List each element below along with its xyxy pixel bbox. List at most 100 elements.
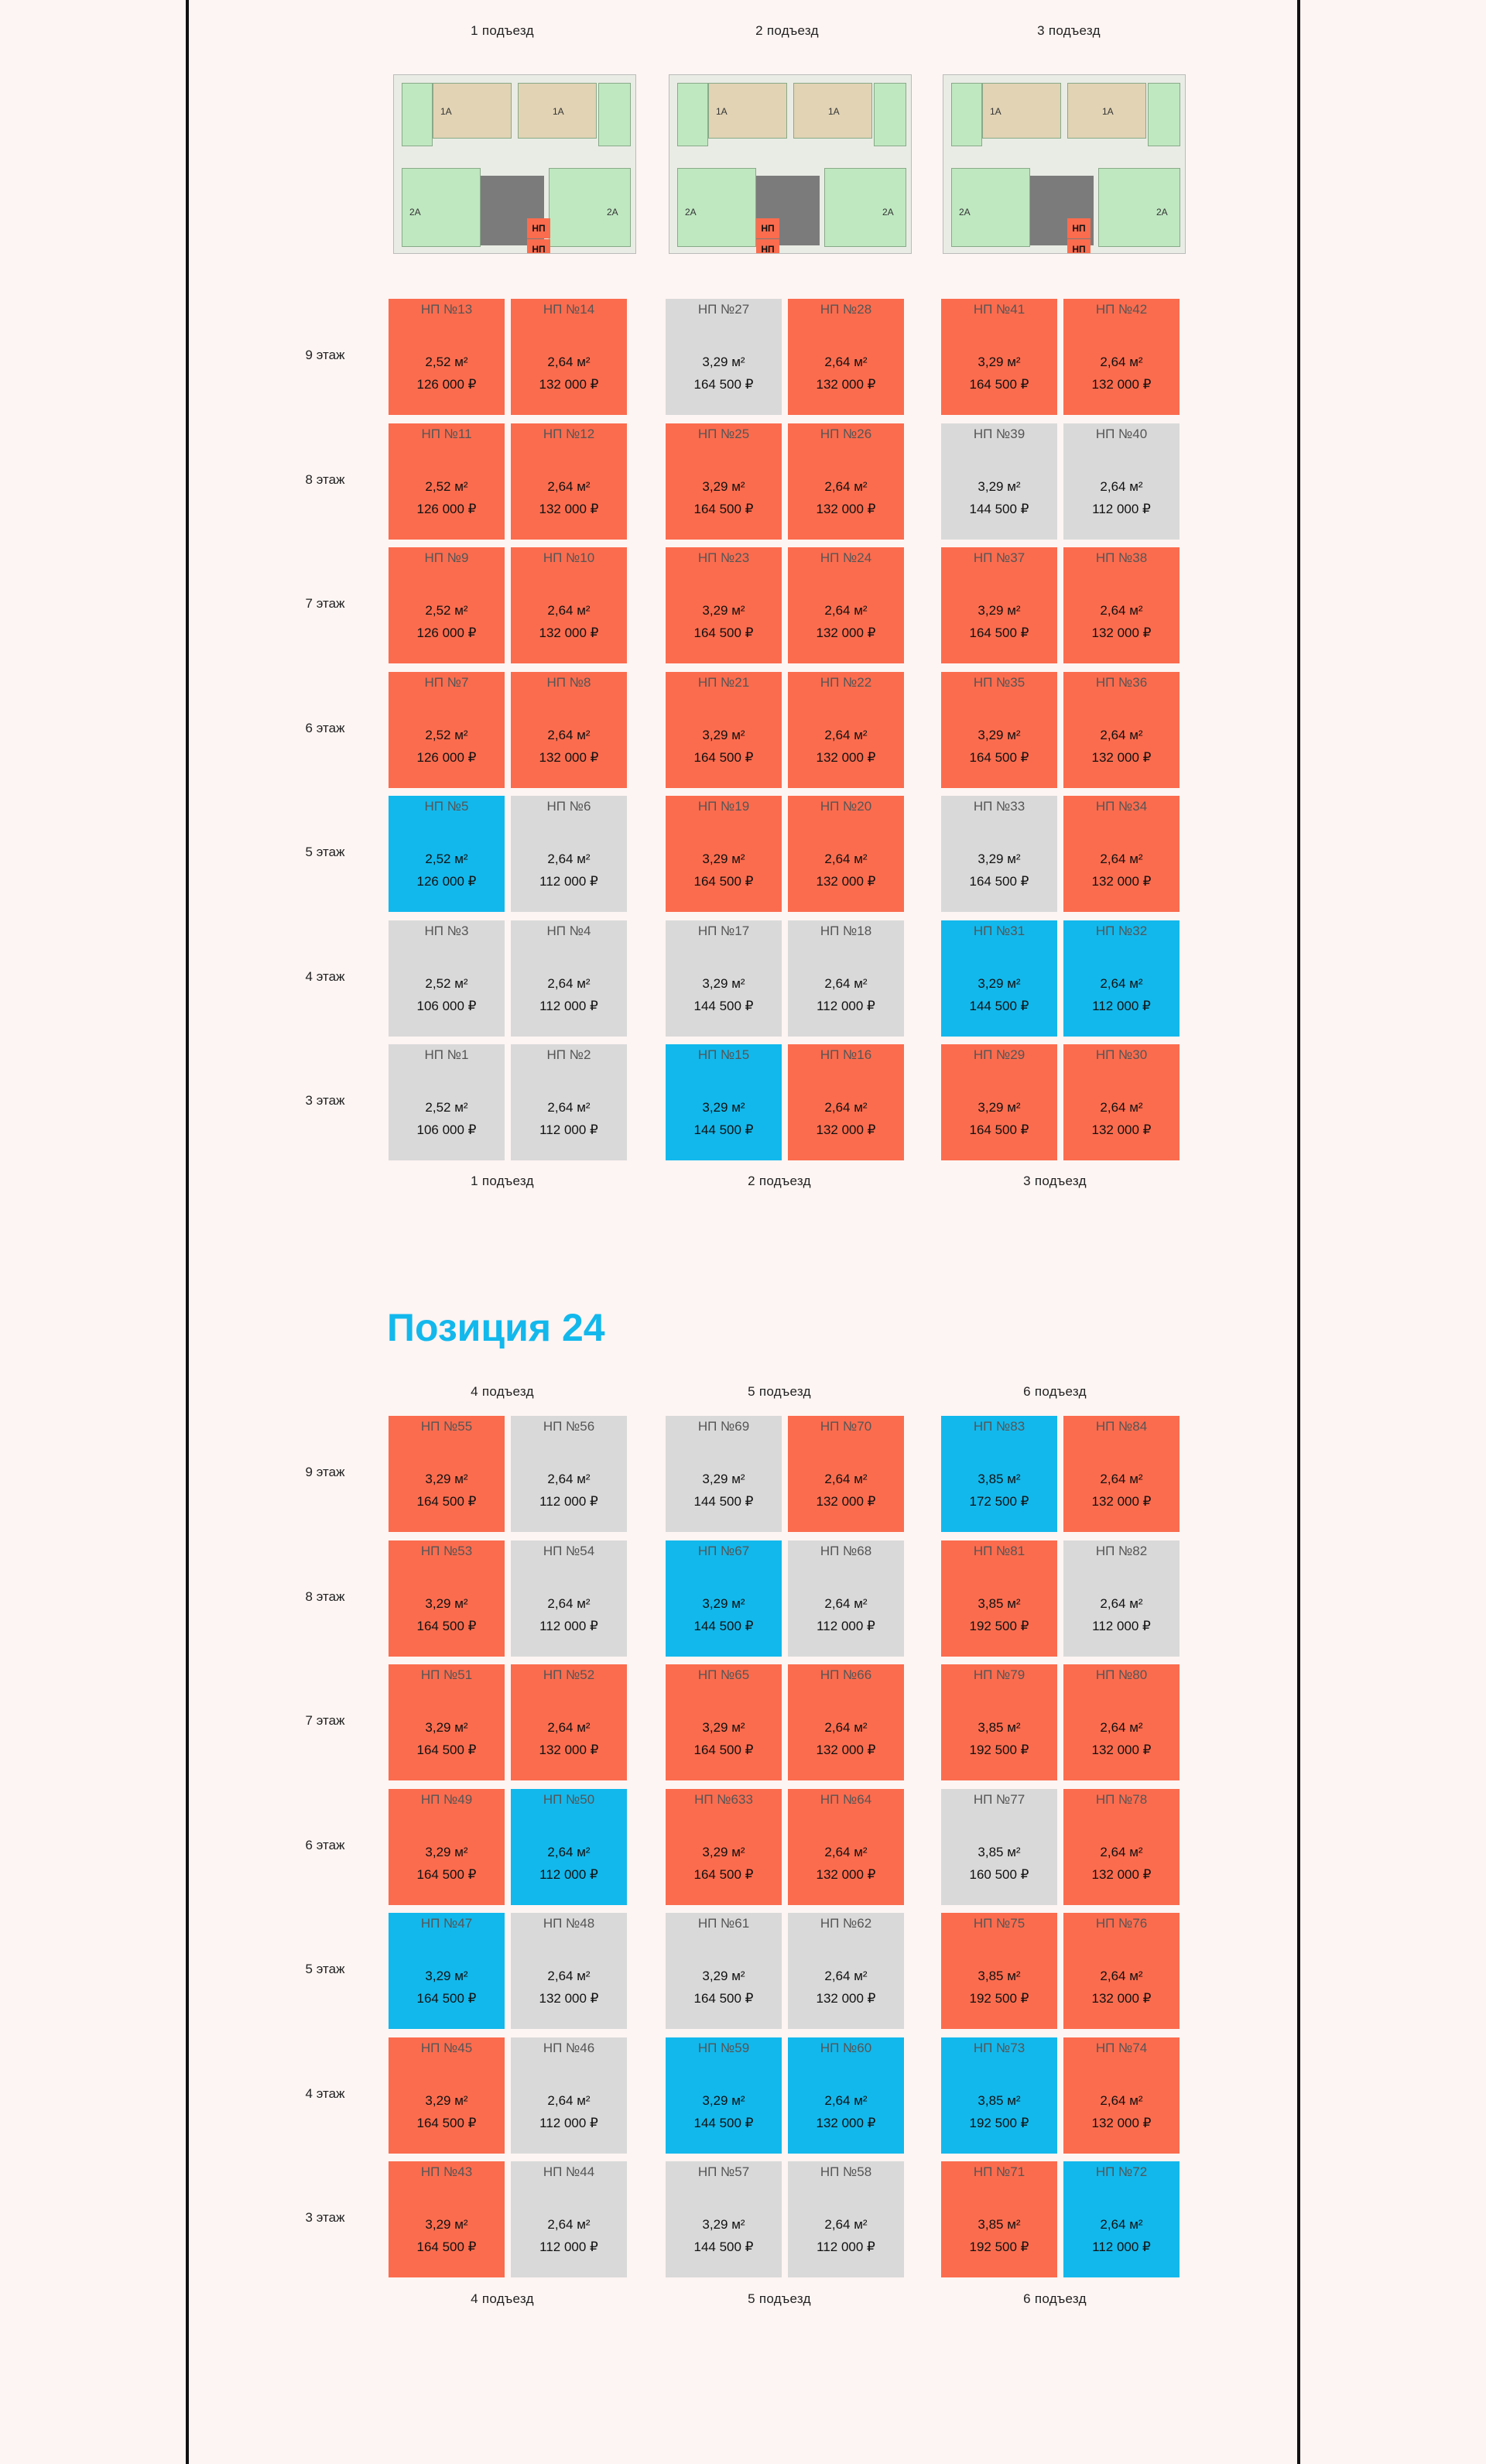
storage-unit-cell[interactable]: НП №83 3,85 м² 172 500 ₽ [941,1416,1057,1532]
unit-price: 112 000 ₽ [1092,1619,1151,1633]
floor-plan-entrance-1[interactable]: 1А 1А 2А 2А НП НП [393,74,636,254]
storage-unit-cell[interactable]: НП №1 2,52 м² 106 000 ₽ [389,1044,505,1160]
storage-unit-cell[interactable]: НП №38 2,64 м² 132 000 ₽ [1063,547,1180,663]
storage-unit-cell[interactable]: НП №4 2,64 м² 112 000 ₽ [511,920,627,1037]
storage-unit-cell[interactable]: НП №62 2,64 м² 132 000 ₽ [788,1913,904,2029]
storage-unit-cell[interactable]: НП №3 2,52 м² 106 000 ₽ [389,920,505,1037]
storage-unit-cell[interactable]: НП №66 2,64 м² 132 000 ₽ [788,1664,904,1780]
storage-unit-cell[interactable]: НП №15 3,29 м² 144 500 ₽ [666,1044,782,1160]
unit-price: 164 500 ₽ [693,502,754,516]
storage-unit-cell[interactable]: НП №70 2,64 м² 132 000 ₽ [788,1416,904,1532]
storage-unit-cell[interactable]: НП №30 2,64 м² 132 000 ₽ [1063,1044,1180,1160]
storage-unit-cell[interactable]: НП №11 2,52 м² 126 000 ₽ [389,423,505,540]
plan-np-marker[interactable]: НП [756,239,779,253]
storage-unit-cell[interactable]: НП №31 3,29 м² 144 500 ₽ [941,920,1057,1037]
storage-unit-cell[interactable]: НП №51 3,29 м² 164 500 ₽ [389,1664,505,1780]
storage-unit-cell[interactable]: НП №41 3,29 м² 164 500 ₽ [941,299,1057,415]
plan-np-marker[interactable]: НП [1067,218,1091,238]
storage-unit-cell[interactable]: НП №17 3,29 м² 144 500 ₽ [666,920,782,1037]
storage-unit-cell[interactable]: НП №24 2,64 м² 132 000 ₽ [788,547,904,663]
storage-unit-cell[interactable]: НП №36 2,64 м² 132 000 ₽ [1063,672,1180,788]
floor-plan-entrance-2[interactable]: 1А 1А 2А 2А НП НП [669,74,912,254]
plan-np-marker[interactable]: НП [527,218,550,238]
storage-unit-cell[interactable]: НП №43 3,29 м² 164 500 ₽ [389,2161,505,2277]
storage-unit-cell[interactable]: НП №67 3,29 м² 144 500 ₽ [666,1540,782,1657]
storage-unit-cell[interactable]: НП №40 2,64 м² 112 000 ₽ [1063,423,1180,540]
storage-unit-cell[interactable]: НП №633 3,29 м² 164 500 ₽ [666,1789,782,1905]
storage-unit-cell[interactable]: НП №59 3,29 м² 144 500 ₽ [666,2037,782,2154]
storage-unit-cell[interactable]: НП №6 2,64 м² 112 000 ₽ [511,796,627,912]
storage-unit-cell[interactable]: НП №52 2,64 м² 132 000 ₽ [511,1664,627,1780]
storage-unit-cell[interactable]: НП №7 2,52 м² 126 000 ₽ [389,672,505,788]
storage-unit-cell[interactable]: НП №34 2,64 м² 132 000 ₽ [1063,796,1180,912]
floor-plan-entrance-3[interactable]: 1А 1А 2А 2А НП НП [943,74,1186,254]
plan-np-marker[interactable]: НП [1067,239,1091,253]
plan-np-marker[interactable]: НП [527,239,550,253]
storage-unit-cell[interactable]: НП №32 2,64 м² 112 000 ₽ [1063,920,1180,1037]
unit-number: НП №24 [820,550,872,565]
storage-unit-cell[interactable]: НП №8 2,64 м² 132 000 ₽ [511,672,627,788]
storage-unit-cell[interactable]: НП №14 2,64 м² 132 000 ₽ [511,299,627,415]
storage-unit-cell[interactable]: НП №64 2,64 м² 132 000 ₽ [788,1789,904,1905]
storage-unit-cell[interactable]: НП №54 2,64 м² 112 000 ₽ [511,1540,627,1657]
storage-unit-cell[interactable]: НП №72 2,64 м² 112 000 ₽ [1063,2161,1180,2277]
storage-unit-cell[interactable]: НП №65 3,29 м² 164 500 ₽ [666,1664,782,1780]
storage-unit-cell[interactable]: НП №58 2,64 м² 112 000 ₽ [788,2161,904,2277]
storage-unit-cell[interactable]: НП №77 3,85 м² 160 500 ₽ [941,1789,1057,1905]
storage-unit-cell[interactable]: НП №23 3,29 м² 164 500 ₽ [666,547,782,663]
storage-unit-cell[interactable]: НП №78 2,64 м² 132 000 ₽ [1063,1789,1180,1905]
storage-unit-cell[interactable]: НП №76 2,64 м² 132 000 ₽ [1063,1913,1180,2029]
storage-unit-cell[interactable]: НП №20 2,64 м² 132 000 ₽ [788,796,904,912]
storage-unit-cell[interactable]: НП №10 2,64 м² 132 000 ₽ [511,547,627,663]
storage-unit-cell[interactable]: НП №18 2,64 м² 112 000 ₽ [788,920,904,1037]
storage-unit-cell[interactable]: НП №25 3,29 м² 164 500 ₽ [666,423,782,540]
storage-unit-cell[interactable]: НП №47 3,29 м² 164 500 ₽ [389,1913,505,2029]
storage-unit-cell[interactable]: НП №61 3,29 м² 164 500 ₽ [666,1913,782,2029]
storage-unit-cell[interactable]: НП №81 3,85 м² 192 500 ₽ [941,1540,1057,1657]
storage-unit-cell[interactable]: НП №28 2,64 м² 132 000 ₽ [788,299,904,415]
storage-unit-cell[interactable]: НП №50 2,64 м² 112 000 ₽ [511,1789,627,1905]
storage-unit-cell[interactable]: НП №29 3,29 м² 164 500 ₽ [941,1044,1057,1160]
storage-unit-cell[interactable]: НП №53 3,29 м² 164 500 ₽ [389,1540,505,1657]
storage-unit-cell[interactable]: НП №12 2,64 м² 132 000 ₽ [511,423,627,540]
storage-unit-cell[interactable]: НП №35 3,29 м² 164 500 ₽ [941,672,1057,788]
storage-unit-cell[interactable]: НП №60 2,64 м² 132 000 ₽ [788,2037,904,2154]
storage-unit-cell[interactable]: НП №45 3,29 м² 164 500 ₽ [389,2037,505,2154]
unit-number: НП №17 [697,924,750,938]
storage-unit-cell[interactable]: НП №68 2,64 м² 112 000 ₽ [788,1540,904,1657]
storage-unit-cell[interactable]: НП №27 3,29 м² 164 500 ₽ [666,299,782,415]
storage-unit-cell[interactable]: НП №84 2,64 м² 132 000 ₽ [1063,1416,1180,1532]
storage-unit-cell[interactable]: НП №21 3,29 м² 164 500 ₽ [666,672,782,788]
storage-unit-cell[interactable]: НП №33 3,29 м² 164 500 ₽ [941,796,1057,912]
storage-unit-cell[interactable]: НП №56 2,64 м² 112 000 ₽ [511,1416,627,1532]
storage-unit-cell[interactable]: НП №55 3,29 м² 164 500 ₽ [389,1416,505,1532]
storage-unit-cell[interactable]: НП №44 2,64 м² 112 000 ₽ [511,2161,627,2277]
storage-unit-cell[interactable]: НП №74 2,64 м² 132 000 ₽ [1063,2037,1180,2154]
storage-unit-cell[interactable]: НП №82 2,64 м² 112 000 ₽ [1063,1540,1180,1657]
unit-number: НП №52 [543,1667,595,1682]
storage-unit-cell[interactable]: НП №22 2,64 м² 132 000 ₽ [788,672,904,788]
storage-unit-cell[interactable]: НП №26 2,64 м² 132 000 ₽ [788,423,904,540]
storage-unit-cell[interactable]: НП №13 2,52 м² 126 000 ₽ [389,299,505,415]
storage-unit-cell[interactable]: НП №42 2,64 м² 132 000 ₽ [1063,299,1180,415]
storage-unit-cell[interactable]: НП №2 2,64 м² 112 000 ₽ [511,1044,627,1160]
plan-np-marker[interactable]: НП [756,218,779,238]
storage-unit-cell[interactable]: НП №37 3,29 м² 164 500 ₽ [941,547,1057,663]
storage-unit-cell[interactable]: НП №79 3,85 м² 192 500 ₽ [941,1664,1057,1780]
storage-unit-cell[interactable]: НП №73 3,85 м² 192 500 ₽ [941,2037,1057,2154]
storage-unit-cell[interactable]: НП №69 3,29 м² 144 500 ₽ [666,1416,782,1532]
storage-unit-cell[interactable]: НП №80 2,64 м² 132 000 ₽ [1063,1664,1180,1780]
unit-number: НП №56 [543,1419,595,1434]
storage-unit-cell[interactable]: НП №5 2,52 м² 126 000 ₽ [389,796,505,912]
storage-unit-cell[interactable]: НП №9 2,52 м² 126 000 ₽ [389,547,505,663]
storage-unit-cell[interactable]: НП №49 3,29 м² 164 500 ₽ [389,1789,505,1905]
storage-unit-cell[interactable]: НП №57 3,29 м² 144 500 ₽ [666,2161,782,2277]
storage-unit-cell[interactable]: НП №19 3,29 м² 164 500 ₽ [666,796,782,912]
storage-unit-cell[interactable]: НП №75 3,85 м² 192 500 ₽ [941,1913,1057,2029]
storage-unit-cell[interactable]: НП №46 2,64 м² 112 000 ₽ [511,2037,627,2154]
storage-unit-cell[interactable]: НП №16 2,64 м² 132 000 ₽ [788,1044,904,1160]
storage-unit-cell[interactable]: НП №39 3,29 м² 144 500 ₽ [941,423,1057,540]
storage-unit-cell[interactable]: НП №48 2,64 м² 132 000 ₽ [511,1913,627,2029]
storage-unit-cell[interactable]: НП №71 3,85 м² 192 500 ₽ [941,2161,1057,2277]
unit-price: 112 000 ₽ [817,1619,875,1633]
